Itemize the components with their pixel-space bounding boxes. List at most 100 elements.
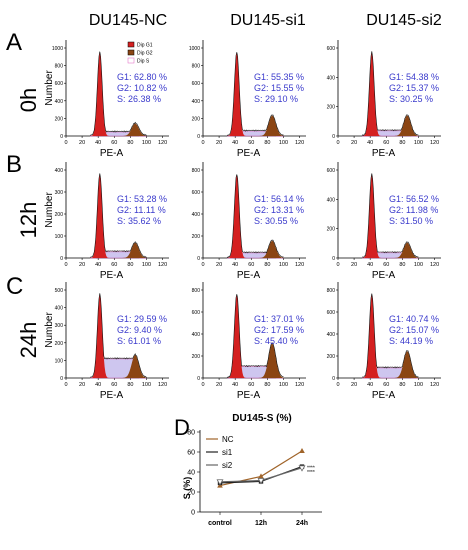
phase-stat: S: 30.55 % [254,216,298,226]
total-histogram [226,52,284,137]
phase-stat: S: 45.40 % [254,336,298,346]
x-tick-label: 120 [430,262,439,268]
x-tick-label: 40 [232,382,238,388]
g1-peak [362,52,419,136]
row-letter: C [6,273,23,300]
x-tick-label: 120 [295,382,304,388]
col-title: DU145-si2 [366,12,442,29]
total-histogram [89,293,147,378]
y-tick-label: 600 [192,190,201,196]
x-tick-label: 80 [399,262,405,268]
y-tick-label: 100 [55,234,64,240]
x-axis-label: PE-A [372,148,396,159]
x-axis-label: PE-A [100,148,124,159]
data-point-si2 [298,465,306,472]
x-tick-label: 100 [279,262,288,268]
y-tick-label: 0 [332,256,335,262]
total-histogram [89,173,147,259]
legend-swatch [127,41,135,48]
panel-letter: D [174,415,190,440]
phase-stat: G1: 40.74 % [389,314,439,324]
row-letter: A [6,29,22,56]
x-tick-label: 80 [127,382,133,388]
phase-stat: G2: 9.40 % [117,325,162,335]
g2-peak [362,242,419,258]
y-tick-label: 0 [332,376,335,382]
x-tick-label: 60 [248,140,254,146]
y-tick-label: 600 [327,310,336,316]
y-tick-label: 200 [327,354,336,360]
y-tick-label: 800 [192,168,201,174]
x-tick-label: 100 [142,382,151,388]
x-tick-label: 20 [79,140,85,146]
phase-stat: G1: 55.35 % [254,72,304,82]
y-tick-label: 0 [60,134,63,140]
y-tick-label: 400 [192,99,201,105]
x-axis-label: PE-A [100,270,124,281]
x-tick-label: 120 [158,140,167,146]
legend-label-si2: si2 [222,461,233,470]
y-tick-label: 600 [55,81,64,87]
g1-peak [362,294,419,378]
phase-stat: G1: 53.28 % [117,194,167,204]
y-tick-label: 400 [327,332,336,338]
x-tick-label: 0 [336,262,339,268]
g1-peak [227,174,284,258]
g1-peak [362,174,419,258]
phase-stat: G2: 15.37 % [389,83,439,93]
x-tick-label: 80 [264,140,270,146]
histogram-panel: 0 200 400 600 0 20 40 60 80 100 120 PE-A G1: 56.52 %… [327,162,441,281]
x-tick-label: 80 [399,140,405,146]
y-tick-label: 800 [327,288,336,294]
y-tick-label: 400 [55,168,64,174]
phase-stat: G2: 11.11 % [117,205,166,215]
line-x-tick-label: control [208,520,232,527]
phase-stat: S: 30.25 % [389,94,433,104]
x-tick-label: 80 [127,140,133,146]
y-tick-label: 0 [60,376,63,382]
data-point-si2 [257,478,265,485]
g2-peak [362,115,419,136]
y-tick-label: 200 [55,341,64,347]
total-histogram [226,294,284,379]
y-tick-label: 500 [55,288,64,294]
phase-stat: S: 31.50 % [389,216,433,226]
x-tick-label: 40 [95,382,101,388]
x-tick-label: 60 [248,382,254,388]
y-tick-label: 300 [55,190,64,196]
legend-label: Dip G2 [137,51,153,57]
chart-title: DU145-S (%) [232,413,291,424]
x-tick-label: 60 [111,262,117,268]
x-tick-label: 20 [351,140,357,146]
x-axis-label: PE-A [372,270,396,281]
y-tick-label: 100 [55,358,64,364]
x-tick-label: 100 [414,140,423,146]
phase-stat: S: 26.38 % [117,94,161,104]
g2-peak [90,355,147,378]
g2-peak [227,343,284,378]
x-tick-label: 60 [111,382,117,388]
x-tick-label: 20 [79,382,85,388]
x-tick-label: 60 [383,140,389,146]
y-tick-label: 400 [327,75,336,81]
total-histogram [361,173,419,258]
total-histogram [361,293,419,378]
x-tick-label: 60 [248,262,254,268]
x-tick-label: 40 [367,140,373,146]
row-label: 24h [16,322,41,359]
row-label: 0h [16,88,41,112]
significance-mark: **** [307,466,315,472]
y-axis-label: Number [44,192,55,228]
g1-peak [227,52,284,136]
x-tick-label: 0 [336,140,339,146]
line-y-tick-label: 20 [187,490,195,497]
significance-mark: **** [307,470,315,476]
legend-label: Dip G1 [137,43,153,49]
y-axis-label: Number [44,312,55,348]
g1-peak [90,52,147,136]
y-tick-label: 400 [327,197,336,203]
line-x-tick-label: 24h [296,520,308,527]
phase-stat: G1: 54.38 % [389,72,439,82]
histogram-panel: 0 200 400 600 800 0 20 40 60 80 100 120 PE-A G1: 40.7… [327,282,441,401]
